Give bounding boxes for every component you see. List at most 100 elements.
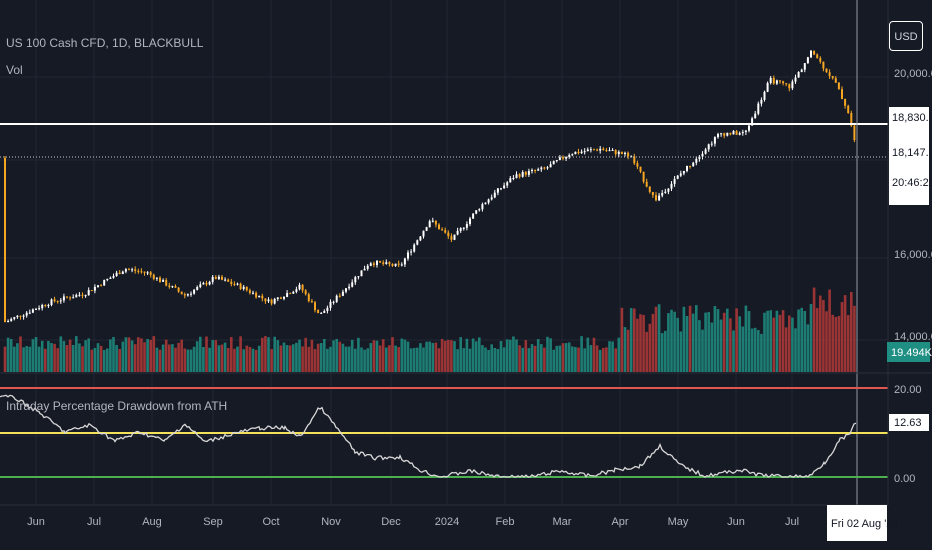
candle-body <box>462 227 465 229</box>
candle-body <box>546 167 549 169</box>
candle-body <box>416 240 419 245</box>
candle-body <box>41 304 44 309</box>
candle-body <box>397 263 400 265</box>
volume-legend[interactable]: Vol <box>6 63 23 77</box>
volume-bar <box>667 313 670 372</box>
candle-body <box>283 296 285 299</box>
volume-bar <box>388 345 391 372</box>
volume-bar <box>81 346 84 372</box>
candle-body <box>583 151 586 153</box>
volume-bar <box>676 317 679 372</box>
candle-body <box>217 276 220 279</box>
candle-body <box>422 230 425 237</box>
symbol-legend[interactable]: US 100 Cash CFD, 1D, BLACKBULL <box>6 36 204 50</box>
volume-bar <box>189 349 193 372</box>
volume-bar <box>168 344 171 372</box>
volume-bar <box>28 346 32 372</box>
price-tick-20000: 20,000.00 <box>894 68 932 80</box>
volume-bar <box>831 314 834 372</box>
volume-bar <box>673 311 676 372</box>
volume-bar <box>251 348 255 372</box>
candle-body <box>190 293 192 295</box>
volume-bar <box>443 340 447 372</box>
candle-body <box>75 294 78 298</box>
volume-bar <box>750 328 754 372</box>
volume-bar <box>850 291 853 372</box>
candle-body <box>834 78 837 83</box>
candlestick-series <box>4 50 856 323</box>
candle-body <box>72 297 75 299</box>
candle-body <box>81 294 84 296</box>
candle-body <box>233 283 236 285</box>
candle-body <box>403 258 406 265</box>
grid-lines <box>0 0 888 505</box>
volume-bar <box>465 338 469 372</box>
volume-bar <box>567 342 571 372</box>
drawdown-series-line <box>0 394 857 478</box>
volume-bar <box>781 310 785 372</box>
candle-body <box>754 113 757 119</box>
currency-button[interactable]: USD <box>889 21 923 51</box>
candle-body <box>69 297 72 299</box>
candle-body <box>341 291 344 296</box>
volume-bar <box>574 347 577 372</box>
volume-bar <box>564 343 568 372</box>
volume-bar <box>22 347 25 372</box>
candle-body <box>534 169 537 171</box>
volume-bar <box>682 306 686 372</box>
volume-bar <box>639 314 642 372</box>
volume-bar <box>605 347 608 372</box>
candle-body <box>686 165 688 171</box>
volume-bar <box>729 318 732 372</box>
countdown-label: 20:46:20 <box>892 177 932 189</box>
candle-body <box>242 286 245 289</box>
candle-body <box>267 299 270 302</box>
candle-body <box>16 315 19 318</box>
volume-bar <box>3 346 7 372</box>
volume-bar <box>369 343 373 372</box>
volume-bar <box>753 327 757 372</box>
candle-body <box>155 277 158 279</box>
volume-bar <box>698 320 701 372</box>
candle-body <box>828 72 831 76</box>
candle-body <box>732 130 735 135</box>
candle-body <box>348 286 351 289</box>
indicator-legend[interactable]: Intraday Percentage Drawdown from ATH <box>6 399 228 413</box>
volume-bar <box>146 339 149 372</box>
volume-bar <box>44 348 47 372</box>
volume-bar <box>611 341 614 372</box>
price-tick-14000: 14,000.00 <box>894 331 932 343</box>
volume-bar <box>276 340 280 372</box>
candle-body <box>10 318 13 321</box>
candle-body <box>323 311 326 313</box>
volume-bar <box>301 346 304 372</box>
volume-bar <box>642 314 645 372</box>
candle-body <box>667 188 670 192</box>
candle-body <box>407 252 409 259</box>
candle-body <box>292 291 295 294</box>
volume-bar <box>124 337 128 372</box>
volume-bar <box>608 341 611 372</box>
candle-body <box>400 264 403 266</box>
candle-body <box>782 81 785 84</box>
candle-body <box>248 290 251 293</box>
x-tick-label: Mar <box>553 516 572 528</box>
candle-body <box>264 298 267 302</box>
volume-bar <box>363 349 366 372</box>
volume-bar <box>261 337 264 372</box>
volume-bar <box>25 346 28 372</box>
candle-body <box>4 157 6 323</box>
candle-body <box>332 301 335 303</box>
candle-body <box>713 137 716 144</box>
volume-bar <box>409 348 413 372</box>
candle-body <box>816 54 819 59</box>
x-tick-label: Jul <box>87 516 101 528</box>
candle-body <box>450 236 453 240</box>
volume-bar <box>13 346 16 372</box>
candle-body <box>800 69 803 73</box>
candle-body <box>589 149 592 151</box>
volume-bar <box>747 311 751 372</box>
volume-bar <box>226 348 230 372</box>
volume-bar <box>651 313 655 372</box>
